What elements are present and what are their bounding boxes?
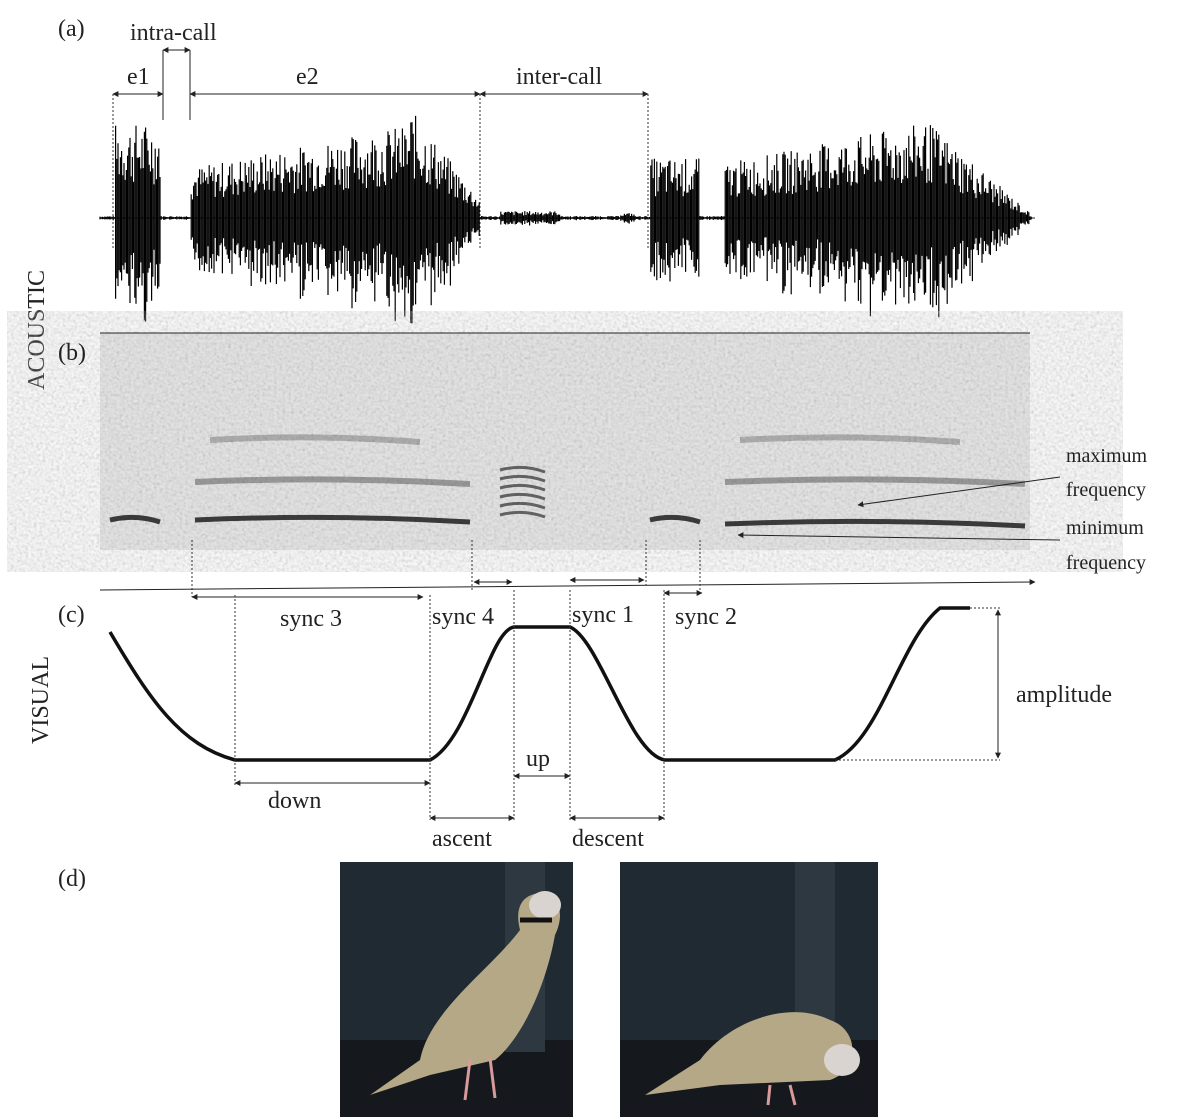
label: sync 4 [432,604,494,630]
dove-head [529,891,561,919]
label: sync 3 [280,606,342,632]
figure: (a) intra-call e1 e2 inter-call ACOUSTIC… [0,0,1187,1117]
label: ascent [432,826,492,852]
panel-label: (a) [58,16,85,42]
photo [620,862,878,1117]
label: descent [572,826,644,852]
label: sync 1 [572,602,634,628]
side-label: VISUAL [28,656,54,744]
label: e1 [127,64,150,90]
time-axis [100,582,1035,590]
label: minimum [1066,517,1144,539]
label: e2 [296,64,319,90]
label: frequency [1066,552,1146,574]
label: maximum [1066,445,1148,467]
label: up [526,746,550,772]
label: sync 2 [675,604,737,630]
label: inter-call [516,64,602,90]
page: {"panels": {"a": "(a)", "b": "(b)", "c":… [0,0,1187,1117]
panel-label: (c) [58,602,85,628]
panel-label: (d) [58,866,86,892]
label: down [268,788,321,814]
label: intra-call [130,20,217,46]
dove-head [824,1044,860,1076]
side-label: ACOUSTIC [24,270,50,390]
label: amplitude [1016,682,1112,708]
label: frequency [1066,479,1146,501]
photo [340,862,573,1117]
panel-label: (b) [58,340,86,366]
head-motion-curve [110,608,970,760]
waveform [100,116,1035,324]
